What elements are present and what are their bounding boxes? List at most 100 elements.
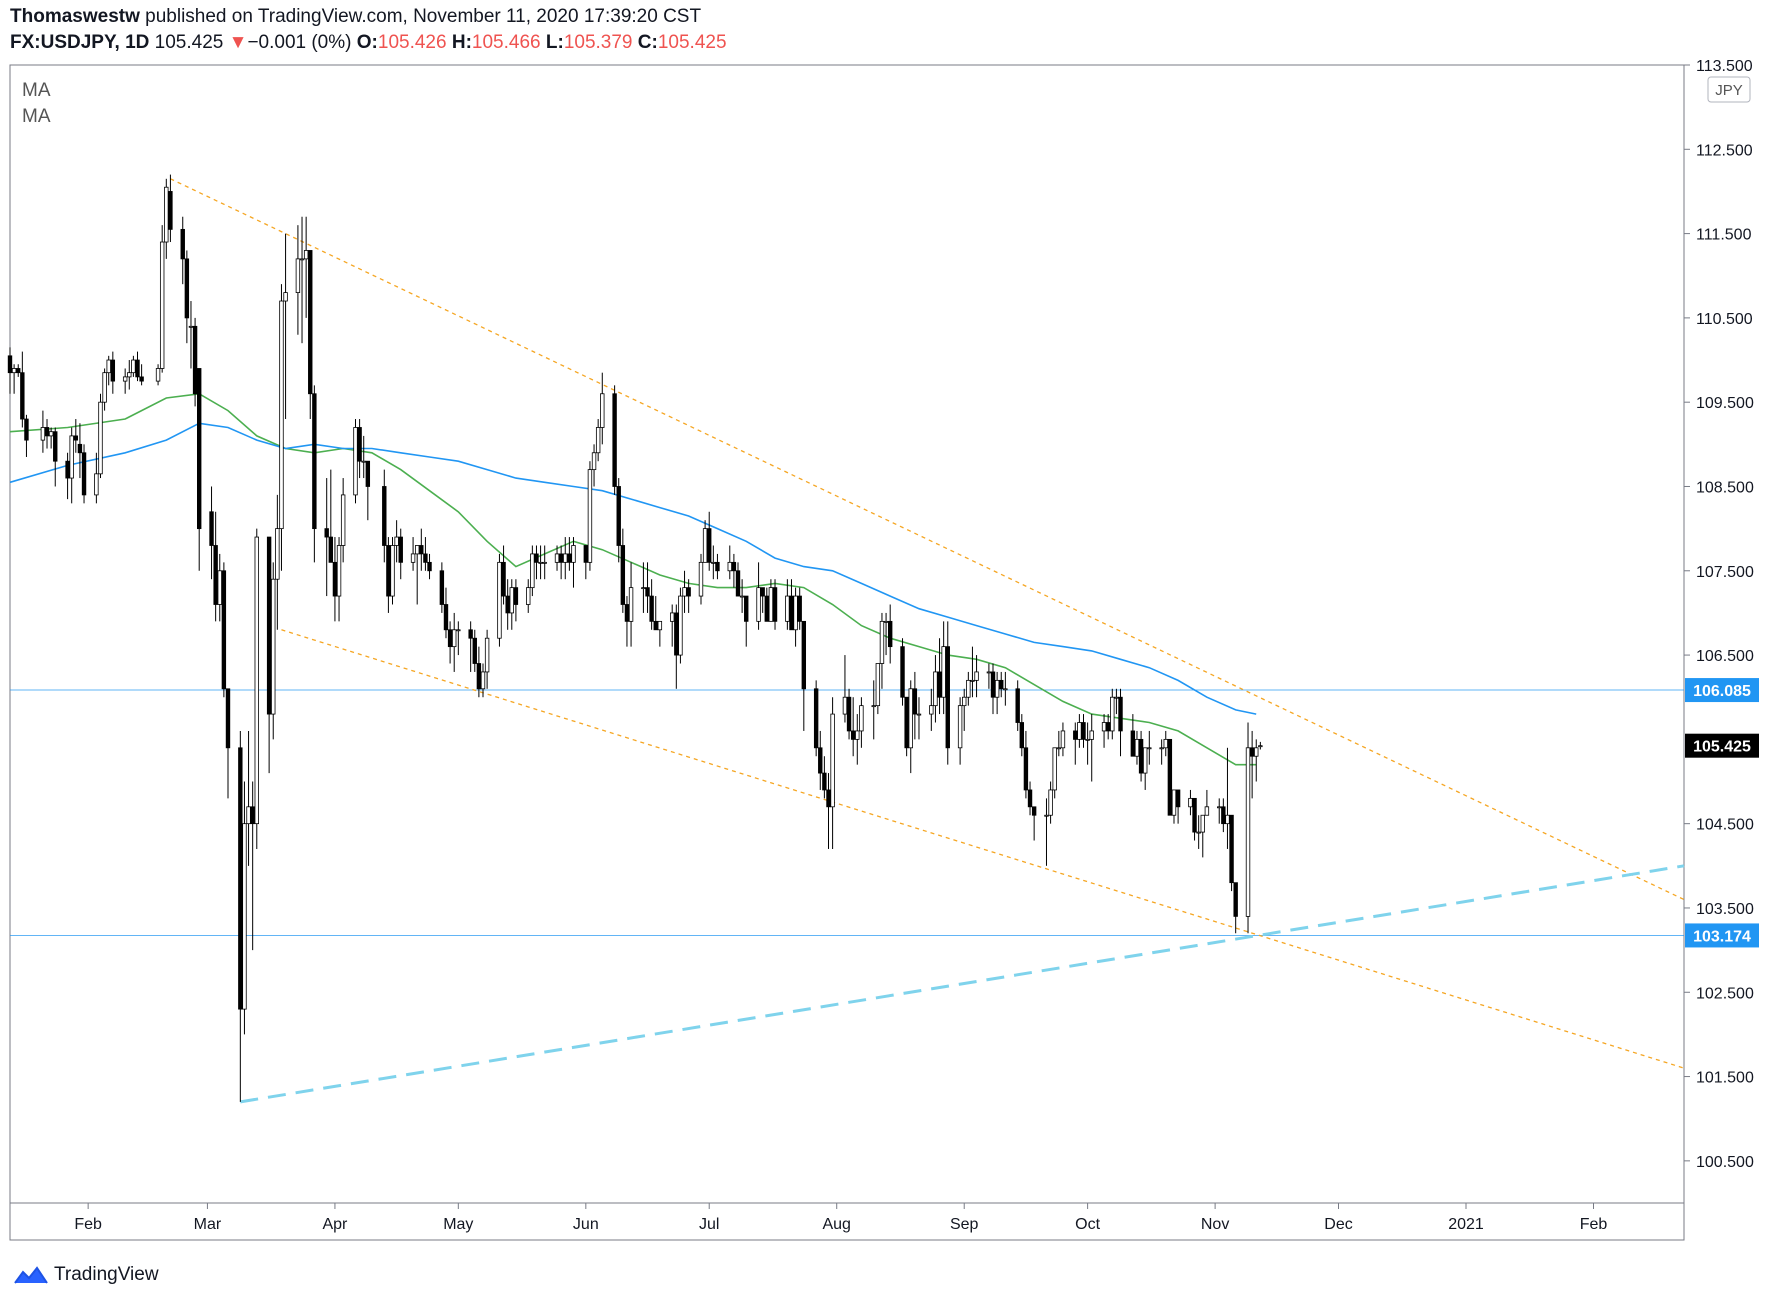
candle-body — [1130, 730, 1136, 757]
candle — [797, 587, 802, 630]
candle — [122, 368, 128, 394]
candle — [168, 174, 173, 243]
candle-body — [764, 595, 769, 622]
candle-body — [242, 823, 247, 1010]
candle — [1077, 714, 1082, 748]
candle — [1134, 730, 1140, 765]
candle — [110, 351, 116, 394]
candle-body — [526, 587, 531, 605]
candle-body — [1052, 747, 1057, 791]
candle — [772, 579, 778, 630]
publication-line: Thomaswestw published on TradingView.com… — [10, 6, 701, 28]
candle — [583, 545, 589, 580]
candle — [16, 364, 21, 377]
candle-body — [497, 561, 502, 639]
candle-body — [361, 460, 366, 463]
candle-body — [554, 553, 560, 563]
candle-body — [1003, 688, 1008, 691]
candle — [242, 781, 247, 1035]
candle-body — [1217, 806, 1222, 809]
candle-body — [912, 688, 918, 715]
candle — [1130, 714, 1136, 757]
candle-body — [883, 620, 889, 623]
candle-body — [69, 435, 74, 479]
candle-body — [155, 368, 161, 382]
x-tick-label: Feb — [1580, 1216, 1608, 1233]
candle — [628, 562, 634, 647]
candle-body — [81, 452, 87, 496]
candle — [213, 511, 218, 622]
candle — [871, 680, 876, 740]
candle-body — [850, 730, 856, 740]
legend-ma-fast[interactable]: MA — [22, 80, 51, 101]
candle — [1048, 781, 1053, 824]
candle-body — [1200, 814, 1205, 833]
candle-body — [1134, 738, 1140, 757]
tradingview-branding[interactable]: TradingView — [14, 1264, 159, 1286]
x-tick-label: 2021 — [1448, 1216, 1484, 1233]
candle-body — [657, 620, 663, 631]
candle-body — [739, 595, 745, 598]
candle — [7, 347, 13, 394]
candle-body — [999, 679, 1004, 690]
x-tick-label: Jun — [573, 1216, 599, 1233]
candle-body — [65, 460, 70, 479]
candle-body — [653, 620, 658, 631]
candle — [1225, 747, 1230, 849]
currency-badge[interactable]: JPY — [1707, 76, 1751, 103]
candle-body — [641, 587, 646, 590]
candle-body — [855, 730, 860, 740]
candle-body — [102, 372, 107, 403]
candle — [135, 351, 140, 382]
candle-body — [476, 663, 482, 690]
candle-body — [332, 561, 338, 597]
candle — [439, 562, 445, 613]
candle — [73, 419, 79, 453]
y-tick-label: 103.500 — [1696, 901, 1754, 918]
candle-body — [1023, 747, 1029, 791]
candle-body — [1114, 696, 1119, 699]
author-name[interactable]: Thomaswestw — [10, 6, 140, 27]
candle-body — [299, 258, 305, 261]
candle-body — [1233, 882, 1238, 917]
candle-body — [394, 536, 399, 546]
candle-body — [768, 587, 774, 622]
last-price-badge — [1685, 733, 1759, 758]
candle — [1204, 789, 1210, 816]
y-tick-label: 106.500 — [1696, 648, 1754, 665]
candle — [1114, 688, 1119, 715]
y-tick-label: 110.500 — [1696, 311, 1753, 328]
candle — [505, 579, 510, 630]
candle-body — [937, 671, 942, 698]
candle-body — [813, 688, 819, 749]
candle-body — [139, 376, 144, 382]
candle-body — [1077, 722, 1082, 740]
open-label: O: — [356, 32, 378, 53]
candle — [859, 697, 864, 748]
candle — [472, 629, 477, 672]
candle — [904, 696, 909, 757]
candle-body — [558, 553, 564, 563]
candle-body — [365, 460, 371, 487]
moving-average-line — [9, 392, 1257, 766]
candle — [534, 545, 539, 580]
candle-body — [390, 545, 395, 597]
horizontal-level-label: 103.174 — [1693, 928, 1751, 945]
candle-body — [1101, 722, 1107, 732]
candle — [192, 317, 198, 407]
legend-ma-slow[interactable]: MA — [22, 106, 51, 127]
candle-body — [669, 612, 675, 622]
candle-body — [1142, 747, 1148, 774]
candle-body — [382, 486, 387, 546]
tradingview-brand-text: TradingView — [54, 1264, 159, 1285]
candle-body — [1089, 730, 1094, 740]
candle-body — [254, 536, 259, 825]
horizontal-level-badge — [1685, 923, 1759, 948]
candle — [711, 545, 716, 580]
x-tick-label: Oct — [1075, 1216, 1100, 1233]
candle — [887, 604, 893, 664]
candle-body — [196, 368, 202, 530]
candle — [1175, 789, 1181, 824]
candle — [929, 688, 934, 731]
